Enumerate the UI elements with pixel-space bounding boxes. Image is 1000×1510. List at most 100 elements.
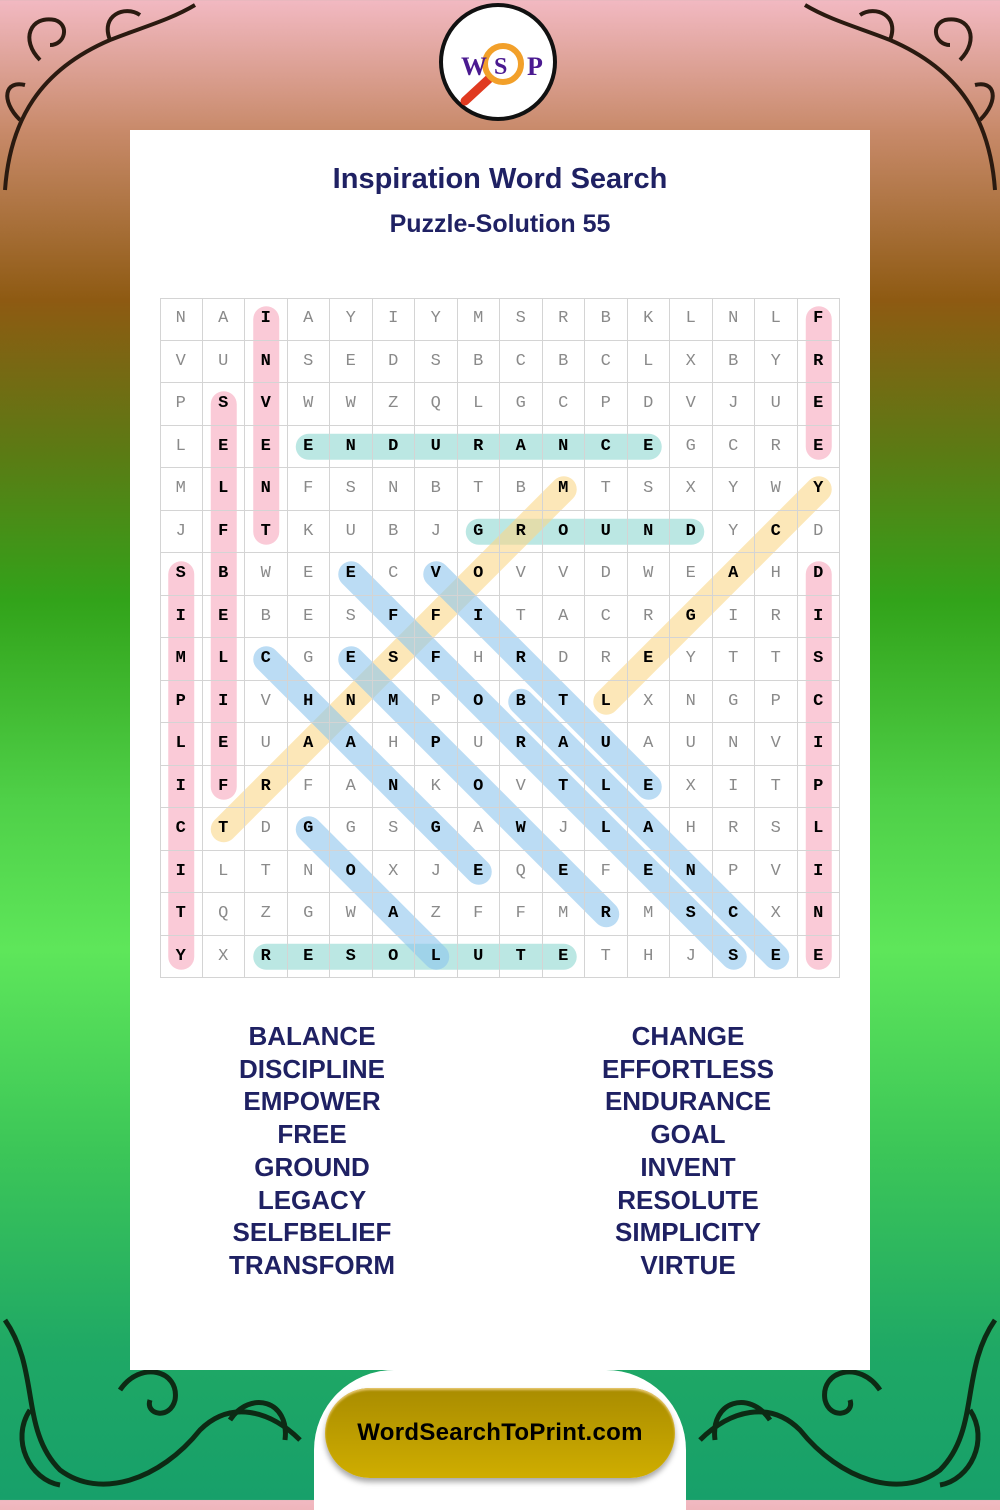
grid-cell[interactable]: N bbox=[542, 425, 585, 468]
grid-cell[interactable]: O bbox=[457, 765, 500, 808]
grid-cell[interactable]: T bbox=[585, 468, 628, 511]
grid-cell[interactable]: J bbox=[415, 510, 458, 553]
grid-cell[interactable]: S bbox=[670, 893, 713, 936]
grid-cell[interactable]: B bbox=[585, 298, 628, 341]
grid-cell[interactable]: O bbox=[542, 510, 585, 553]
grid-cell[interactable]: R bbox=[457, 425, 500, 468]
grid-cell[interactable]: I bbox=[202, 680, 245, 723]
grid-cell[interactable]: D bbox=[245, 808, 288, 851]
grid-cell[interactable]: M bbox=[160, 468, 203, 511]
grid-cell[interactable]: D bbox=[542, 638, 585, 681]
grid-cell[interactable]: E bbox=[755, 935, 798, 978]
grid-cell[interactable]: U bbox=[585, 723, 628, 766]
grid-cell[interactable]: S bbox=[330, 595, 373, 638]
grid-cell[interactable]: S bbox=[372, 638, 415, 681]
grid-cell[interactable]: W bbox=[627, 553, 670, 596]
grid-cell[interactable]: B bbox=[202, 553, 245, 596]
grid-cell[interactable]: R bbox=[797, 340, 840, 383]
grid-cell[interactable]: C bbox=[585, 340, 628, 383]
grid-cell[interactable]: R bbox=[755, 595, 798, 638]
grid-cell[interactable]: R bbox=[755, 425, 798, 468]
grid-cell[interactable]: G bbox=[415, 808, 458, 851]
grid-cell[interactable]: U bbox=[202, 340, 245, 383]
grid-cell[interactable]: L bbox=[755, 298, 798, 341]
grid-cell[interactable]: L bbox=[670, 298, 713, 341]
grid-cell[interactable]: X bbox=[670, 340, 713, 383]
grid-cell[interactable]: E bbox=[670, 553, 713, 596]
grid-cell[interactable]: E bbox=[627, 850, 670, 893]
grid-cell[interactable]: V bbox=[500, 765, 543, 808]
grid-cell[interactable]: V bbox=[245, 383, 288, 426]
grid-cell[interactable]: S bbox=[712, 935, 755, 978]
grid-cell[interactable]: Z bbox=[245, 893, 288, 936]
grid-cell[interactable]: J bbox=[542, 808, 585, 851]
grid-cell[interactable]: V bbox=[160, 340, 203, 383]
grid-cell[interactable]: Y bbox=[712, 510, 755, 553]
grid-cell[interactable]: G bbox=[287, 808, 330, 851]
grid-cell[interactable]: B bbox=[500, 680, 543, 723]
grid-cell[interactable]: I bbox=[797, 850, 840, 893]
grid-cell[interactable]: I bbox=[797, 595, 840, 638]
grid-cell[interactable]: O bbox=[457, 553, 500, 596]
grid-cell[interactable]: E bbox=[542, 935, 585, 978]
grid-cell[interactable]: L bbox=[585, 765, 628, 808]
grid-cell[interactable]: E bbox=[542, 850, 585, 893]
grid-cell[interactable]: H bbox=[457, 638, 500, 681]
grid-cell[interactable]: N bbox=[245, 340, 288, 383]
grid-cell[interactable]: P bbox=[797, 765, 840, 808]
grid-cell[interactable]: S bbox=[797, 638, 840, 681]
grid-cell[interactable]: B bbox=[457, 340, 500, 383]
grid-cell[interactable]: O bbox=[457, 680, 500, 723]
grid-cell[interactable]: N bbox=[627, 510, 670, 553]
grid-cell[interactable]: R bbox=[712, 808, 755, 851]
grid-cell[interactable]: Y bbox=[755, 340, 798, 383]
grid-cell[interactable]: E bbox=[245, 425, 288, 468]
grid-cell[interactable]: L bbox=[415, 935, 458, 978]
grid-cell[interactable]: R bbox=[500, 638, 543, 681]
grid-cell[interactable]: S bbox=[202, 383, 245, 426]
grid-cell[interactable]: L bbox=[160, 425, 203, 468]
grid-cell[interactable]: G bbox=[457, 510, 500, 553]
grid-cell[interactable]: H bbox=[287, 680, 330, 723]
grid-cell[interactable]: J bbox=[415, 850, 458, 893]
grid-cell[interactable]: T bbox=[500, 595, 543, 638]
grid-cell[interactable]: R bbox=[245, 765, 288, 808]
grid-cell[interactable]: F bbox=[202, 765, 245, 808]
grid-cell[interactable]: B bbox=[542, 340, 585, 383]
grid-cell[interactable]: Q bbox=[202, 893, 245, 936]
grid-cell[interactable]: R bbox=[500, 510, 543, 553]
grid-cell[interactable]: T bbox=[755, 765, 798, 808]
grid-cell[interactable]: N bbox=[712, 298, 755, 341]
grid-cell[interactable]: F bbox=[202, 510, 245, 553]
grid-cell[interactable]: C bbox=[797, 680, 840, 723]
grid-cell[interactable]: V bbox=[245, 680, 288, 723]
grid-cell[interactable]: K bbox=[287, 510, 330, 553]
grid-cell[interactable]: H bbox=[372, 723, 415, 766]
grid-cell[interactable]: A bbox=[542, 595, 585, 638]
grid-cell[interactable]: P bbox=[755, 680, 798, 723]
grid-cell[interactable]: T bbox=[542, 680, 585, 723]
grid-cell[interactable]: G bbox=[330, 808, 373, 851]
grid-cell[interactable]: B bbox=[372, 510, 415, 553]
grid-cell[interactable]: T bbox=[202, 808, 245, 851]
grid-cell[interactable]: Y bbox=[160, 935, 203, 978]
grid-cell[interactable]: A bbox=[712, 553, 755, 596]
grid-cell[interactable]: F bbox=[415, 595, 458, 638]
grid-cell[interactable]: C bbox=[372, 553, 415, 596]
grid-cell[interactable]: N bbox=[670, 680, 713, 723]
grid-cell[interactable]: R bbox=[585, 893, 628, 936]
grid-cell[interactable]: G bbox=[287, 638, 330, 681]
grid-cell[interactable]: E bbox=[797, 383, 840, 426]
grid-cell[interactable]: Y bbox=[670, 638, 713, 681]
grid-cell[interactable]: X bbox=[202, 935, 245, 978]
grid-cell[interactable]: X bbox=[670, 468, 713, 511]
grid-cell[interactable]: C bbox=[542, 383, 585, 426]
grid-cell[interactable]: V bbox=[755, 850, 798, 893]
grid-cell[interactable]: E bbox=[287, 935, 330, 978]
grid-cell[interactable]: C bbox=[712, 893, 755, 936]
grid-cell[interactable]: I bbox=[457, 595, 500, 638]
grid-cell[interactable]: I bbox=[712, 595, 755, 638]
grid-cell[interactable]: I bbox=[160, 850, 203, 893]
grid-cell[interactable]: A bbox=[500, 425, 543, 468]
grid-cell[interactable]: M bbox=[372, 680, 415, 723]
